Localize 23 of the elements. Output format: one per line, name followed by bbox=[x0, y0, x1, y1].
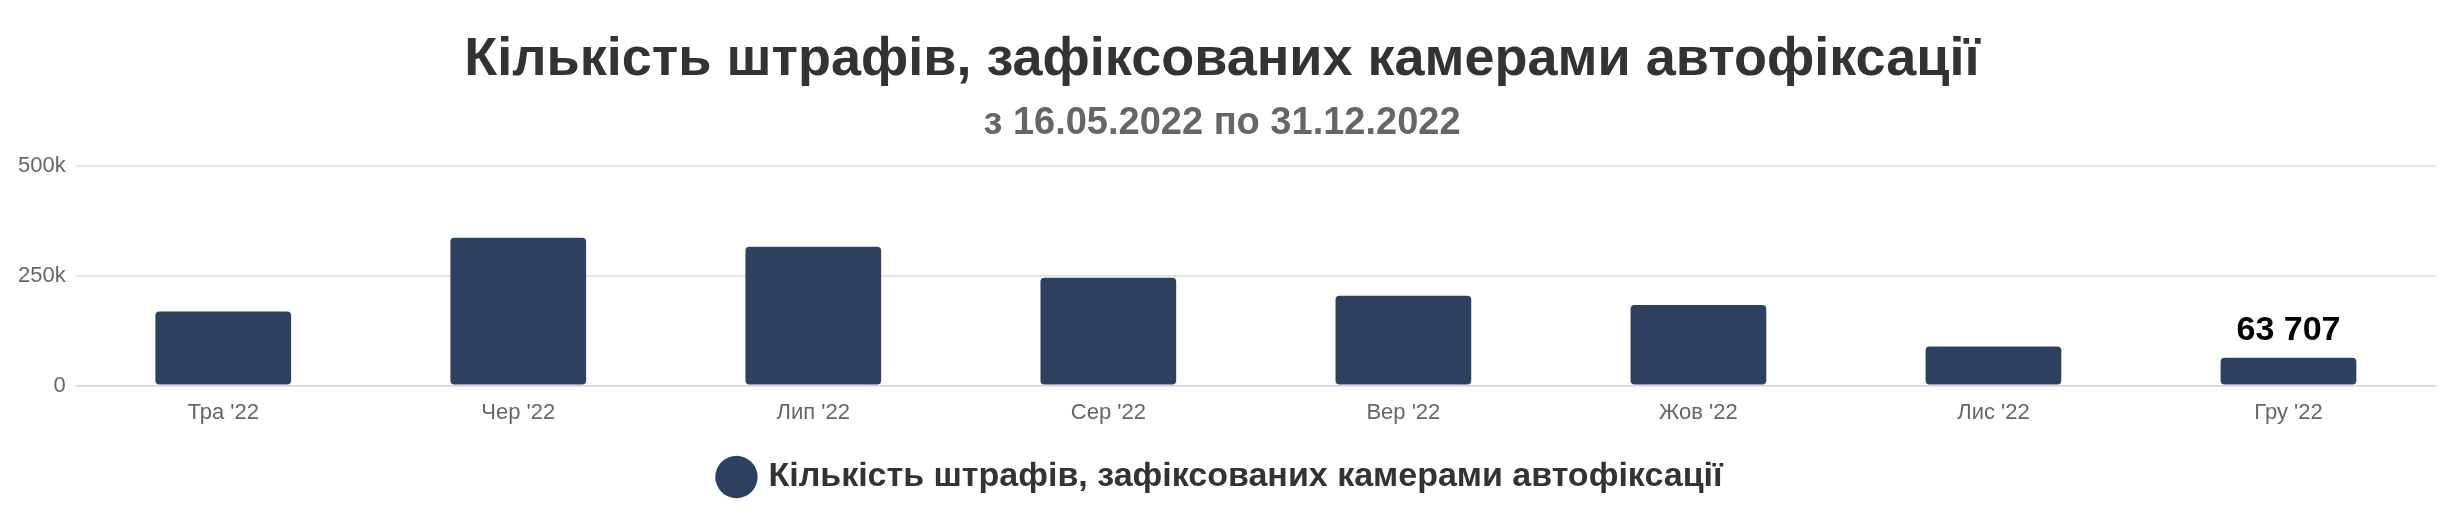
x-tick-label: Вер '22 bbox=[1366, 398, 1441, 424]
x-tick-label: Жов '22 bbox=[1659, 398, 1738, 424]
bar bbox=[155, 311, 292, 385]
bar bbox=[1040, 277, 1177, 385]
chart-subtitle: з 16.05.2022 по 31.12.2022 bbox=[983, 100, 1461, 143]
x-tick-label: Тра '22 bbox=[187, 398, 259, 424]
legend-label: Кількість штрафів, зафіксованих камерами автофіксації bbox=[768, 455, 1724, 494]
chart-title: Кількість штрафів, зафіксованих камерами автофіксації bbox=[464, 26, 1982, 87]
x-tick-label: Чер '22 bbox=[481, 398, 556, 424]
bar bbox=[1335, 295, 1472, 385]
y-tick-label: 250k bbox=[17, 262, 67, 288]
y-tick-label: 0 bbox=[53, 371, 66, 397]
y-tick-label: 500k bbox=[17, 152, 67, 178]
x-tick-label: Гру '22 bbox=[2254, 398, 2323, 424]
bar bbox=[1925, 346, 2062, 385]
data-label: 63 707 bbox=[2236, 309, 2341, 348]
x-tick-label: Лис '22 bbox=[1957, 398, 2030, 424]
bar bbox=[745, 246, 882, 385]
bar bbox=[2220, 357, 2357, 385]
bar bbox=[450, 237, 587, 385]
bar bbox=[1630, 304, 1767, 385]
x-tick-label: Лип '22 bbox=[776, 398, 851, 424]
x-tick-label: Сер '22 bbox=[1070, 398, 1146, 424]
